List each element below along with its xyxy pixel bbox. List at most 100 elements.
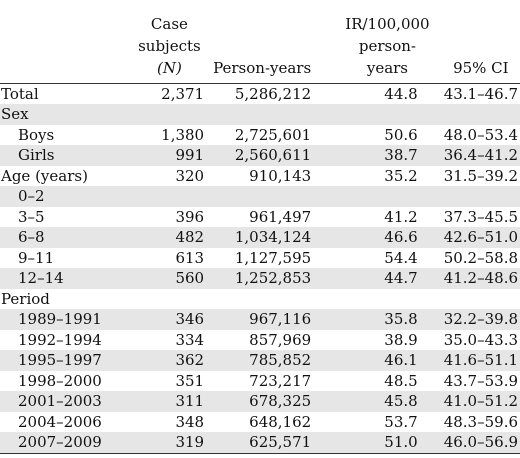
cell-incidence-rate: 46.1 bbox=[315, 350, 440, 371]
table-row: Period bbox=[0, 289, 520, 310]
cell-case-subjects: 560 bbox=[114, 268, 209, 289]
row-label: 12–14 bbox=[0, 268, 115, 289]
header-person-years: Person-years bbox=[208, 0, 316, 84]
row-label: 2007–2009 bbox=[0, 432, 115, 454]
cell-incidence-rate bbox=[315, 186, 440, 207]
cell-person-years: 910,143 bbox=[249, 166, 312, 185]
cell-case-subjects: 1,380 bbox=[161, 125, 205, 144]
cell-confidence-interval: 48.3–59.6 bbox=[443, 412, 518, 431]
cell-confidence-interval: 41.2–48.6 bbox=[439, 268, 520, 289]
row-label: Total bbox=[1, 84, 39, 103]
cell-case-subjects bbox=[114, 186, 209, 207]
header-incidence-rate: IR/100,000 person-years bbox=[315, 0, 440, 84]
cell-incidence-rate: 44.7 bbox=[315, 268, 440, 289]
cell-case-subjects: 613 bbox=[175, 248, 205, 267]
cell-person-years: 857,969 bbox=[249, 330, 312, 349]
cell-incidence-rate bbox=[315, 104, 440, 125]
cell-confidence-interval: 35.0–43.3 bbox=[443, 330, 518, 349]
cell-person-years: 5,286,212 bbox=[234, 84, 312, 103]
cell-case-subjects: 334 bbox=[175, 330, 205, 349]
cell-person-years: 967,116 bbox=[208, 309, 316, 330]
cell-case-subjects: 2,371 bbox=[161, 84, 205, 103]
row-label: 2004–2006 bbox=[18, 412, 102, 431]
cell-case-subjects: 351 bbox=[175, 371, 205, 390]
header-confidence-interval: 95% CI bbox=[439, 0, 520, 84]
cell-person-years: 1,252,853 bbox=[208, 268, 316, 289]
row-label: 1995–1997 bbox=[0, 350, 115, 371]
row-label: 3–5 bbox=[18, 207, 45, 226]
table-row: 2001–2003 311 678,325 45.8 41.0–51.2 bbox=[0, 391, 520, 412]
cell-case-subjects bbox=[115, 289, 208, 310]
row-label: Girls bbox=[0, 145, 115, 166]
cell-confidence-interval: 41.6–51.1 bbox=[439, 350, 520, 371]
row-label: 1998–2000 bbox=[18, 371, 102, 390]
header-case-subjects: Case subjects (N) bbox=[114, 0, 209, 84]
cell-person-years: 1,034,124 bbox=[208, 227, 316, 248]
cell-case-subjects: 396 bbox=[175, 207, 205, 226]
cell-confidence-interval: 43.1–46.7 bbox=[443, 84, 518, 103]
cell-incidence-rate: 46.6 bbox=[315, 227, 440, 248]
table-row: 1995–1997 362 785,852 46.1 41.6–51.1 bbox=[0, 350, 520, 371]
cell-case-subjects: 348 bbox=[175, 412, 205, 431]
header-label-column bbox=[0, 0, 115, 84]
cell-case-subjects: 319 bbox=[114, 432, 209, 454]
table-row: 9–11 613 1,127,595 54.4 50.2–58.8 bbox=[0, 248, 520, 269]
table-row: Girls 991 2,560,611 38.7 36.4–41.2 bbox=[0, 145, 520, 166]
cell-confidence-interval: 32.2–39.8 bbox=[439, 309, 520, 330]
cell-incidence-rate: 51.0 bbox=[315, 432, 440, 454]
cell-person-years: 2,725,601 bbox=[234, 125, 312, 144]
table-row: 1989–1991 346 967,116 35.8 32.2–39.8 bbox=[0, 309, 520, 330]
cell-person-years bbox=[208, 104, 316, 125]
row-label: 1992–1994 bbox=[18, 330, 102, 349]
cell-confidence-interval bbox=[439, 104, 520, 125]
cell-incidence-rate: 38.7 bbox=[315, 145, 440, 166]
cell-person-years bbox=[208, 289, 315, 310]
table-row: 12–14 560 1,252,853 44.7 41.2–48.6 bbox=[0, 268, 520, 289]
cell-incidence-rate: 53.7 bbox=[384, 412, 418, 431]
cell-confidence-interval: 42.6–51.0 bbox=[439, 227, 520, 248]
cell-case-subjects: 311 bbox=[114, 391, 209, 412]
cell-incidence-rate: 44.8 bbox=[384, 84, 418, 103]
cell-confidence-interval: 37.3–45.5 bbox=[443, 207, 518, 226]
cell-incidence-rate: 35.8 bbox=[315, 309, 440, 330]
cell-case-subjects: 362 bbox=[114, 350, 209, 371]
row-label: Boys bbox=[18, 125, 55, 144]
cell-incidence-rate: 35.2 bbox=[384, 166, 418, 185]
cell-confidence-interval: 43.7–53.9 bbox=[443, 371, 518, 390]
cell-case-subjects: 320 bbox=[175, 166, 205, 185]
header-case-line3: (N) bbox=[156, 58, 182, 77]
header-row: Case subjects (N) Person-years IR/100,00… bbox=[0, 0, 520, 84]
cell-incidence-rate: 41.2 bbox=[384, 207, 418, 226]
cell-case-subjects: 346 bbox=[114, 309, 209, 330]
table-row: 3–5 396 961,497 41.2 37.3–45.5 bbox=[0, 207, 520, 228]
header-ir-line1: IR/100,000 bbox=[345, 14, 430, 33]
cell-case-subjects: 482 bbox=[114, 227, 209, 248]
header-case-line2: subjects bbox=[138, 36, 201, 55]
cell-incidence-rate bbox=[315, 289, 440, 310]
table-row: Sex bbox=[0, 104, 520, 125]
cell-confidence-interval bbox=[439, 186, 520, 207]
cell-confidence-interval: 50.2–58.8 bbox=[443, 248, 518, 267]
table-row: 2007–2009 319 625,571 51.0 46.0–56.9 bbox=[0, 432, 520, 454]
cell-person-years: 625,571 bbox=[208, 432, 316, 454]
row-label: 1989–1991 bbox=[0, 309, 115, 330]
cell-incidence-rate: 50.6 bbox=[384, 125, 418, 144]
table-row: 1992–1994 334 857,969 38.9 35.0–43.3 bbox=[0, 330, 520, 351]
cell-incidence-rate: 48.5 bbox=[384, 371, 418, 390]
cell-incidence-rate: 45.8 bbox=[315, 391, 440, 412]
row-label: Age (years) bbox=[1, 166, 88, 185]
cell-confidence-interval: 41.0–51.2 bbox=[439, 391, 520, 412]
cell-person-years: 648,162 bbox=[249, 412, 312, 431]
table-row: 2004–2006 348 648,162 53.7 48.3–59.6 bbox=[0, 412, 520, 433]
cell-person-years: 961,497 bbox=[249, 207, 312, 226]
row-label: 2001–2003 bbox=[0, 391, 115, 412]
row-label: Period bbox=[1, 289, 50, 308]
cell-confidence-interval: 31.5–39.2 bbox=[443, 166, 518, 185]
row-label: 0–2 bbox=[0, 186, 115, 207]
cell-person-years: 678,325 bbox=[208, 391, 316, 412]
cell-confidence-interval: 48.0–53.4 bbox=[443, 125, 518, 144]
cell-confidence-interval bbox=[440, 289, 520, 310]
header-ir-line2: person-years bbox=[358, 36, 416, 77]
table-body: Total 2,371 5,286,212 44.8 43.1–46.7 Sex Boys 1… bbox=[0, 83, 520, 454]
